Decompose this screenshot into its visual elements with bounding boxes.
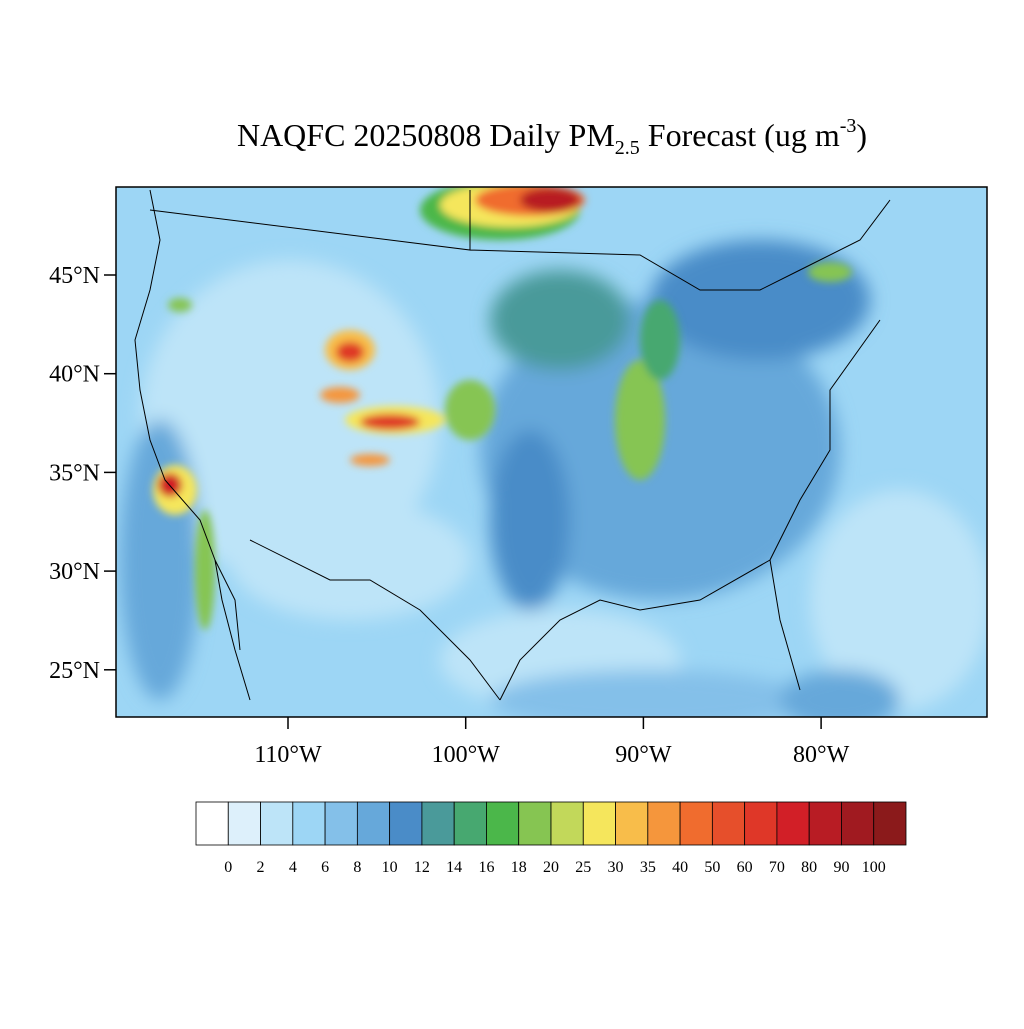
colorbar-label: 14 — [446, 859, 462, 876]
colorbar-box — [195, 801, 229, 846]
lon-label: 100°W — [432, 742, 501, 768]
colorbar-box — [808, 801, 842, 846]
lat-label: 25°N — [49, 658, 100, 684]
lat-label: 35°N — [49, 460, 100, 486]
title-end: ) — [856, 117, 867, 153]
colorbar-box — [421, 801, 455, 846]
colorbar-label: 100 — [862, 859, 886, 876]
colorbar-box — [615, 801, 649, 846]
colorbar-label: 40 — [672, 859, 688, 876]
colorbar-box — [518, 801, 552, 846]
title-sup: -3 — [840, 115, 857, 137]
map-field — [116, 187, 987, 717]
colorbar-box — [292, 801, 326, 846]
map-frame — [115, 186, 988, 718]
title-sub: 2.5 — [615, 137, 640, 159]
colorbar-box — [550, 801, 584, 846]
colorbar-box — [873, 801, 907, 846]
colorbar-box — [486, 801, 520, 846]
colorbar-box — [776, 801, 810, 846]
colorbar-label: 90 — [833, 859, 849, 876]
lon-label: 90°W — [615, 742, 672, 768]
title-mid: Forecast (ug m — [640, 117, 840, 153]
colorbar-box — [679, 801, 713, 846]
colorbar-label: 30 — [608, 859, 624, 876]
colorbar-label: 70 — [769, 859, 785, 876]
colorbar-label: 2 — [257, 859, 265, 876]
colorbar-label: 16 — [478, 859, 494, 876]
colorbar-box — [744, 801, 778, 846]
colorbar-box — [356, 801, 391, 846]
colorbar-box — [260, 801, 294, 846]
lon-label: 80°W — [793, 742, 850, 768]
colorbar-label: 60 — [737, 859, 753, 876]
colorbar-label: 10 — [382, 859, 398, 876]
colorbar-label: 6 — [321, 859, 329, 876]
colorbar-box — [841, 801, 875, 846]
colorbar-label: 18 — [511, 859, 527, 876]
lon-label: 110°W — [254, 742, 322, 768]
colorbar-box — [711, 801, 746, 846]
lat-label: 40°N — [49, 362, 100, 388]
colorbar-label: 50 — [704, 859, 720, 876]
title: NAQFC 20250808 Daily PM2.5 Forecast (ug … — [237, 115, 867, 159]
colorbar-label: 12 — [414, 859, 430, 876]
colorbar-box — [582, 801, 616, 846]
colorbar-label: 80 — [801, 859, 817, 876]
colorbar-label: 35 — [640, 859, 656, 876]
colorbar-box — [324, 801, 358, 846]
colorbar-label: 4 — [289, 859, 297, 876]
colorbar: 0 2 4 6 8 10 12 14 16 18 20 25 30 35 40 50 60 70 80 90 100 — [195, 801, 907, 876]
colorbar-box — [389, 801, 423, 846]
colorbar-label: 8 — [353, 859, 361, 876]
colorbar-box — [227, 801, 261, 846]
colorbar-label: 25 — [575, 859, 591, 876]
colorbar-box — [647, 801, 681, 846]
colorbar-label: 20 — [543, 859, 559, 876]
colorbar-label: 0 — [224, 859, 232, 876]
lat-label: 45°N — [49, 263, 100, 289]
lat-label: 30°N — [49, 559, 100, 585]
axes: 45°N 40°N 35°N 30°N 25°N 110°W 100°W 90°W 80°W — [49, 263, 850, 768]
colorbar-box — [453, 801, 487, 846]
title-main: NAQFC 20250808 Daily PM — [237, 117, 615, 153]
